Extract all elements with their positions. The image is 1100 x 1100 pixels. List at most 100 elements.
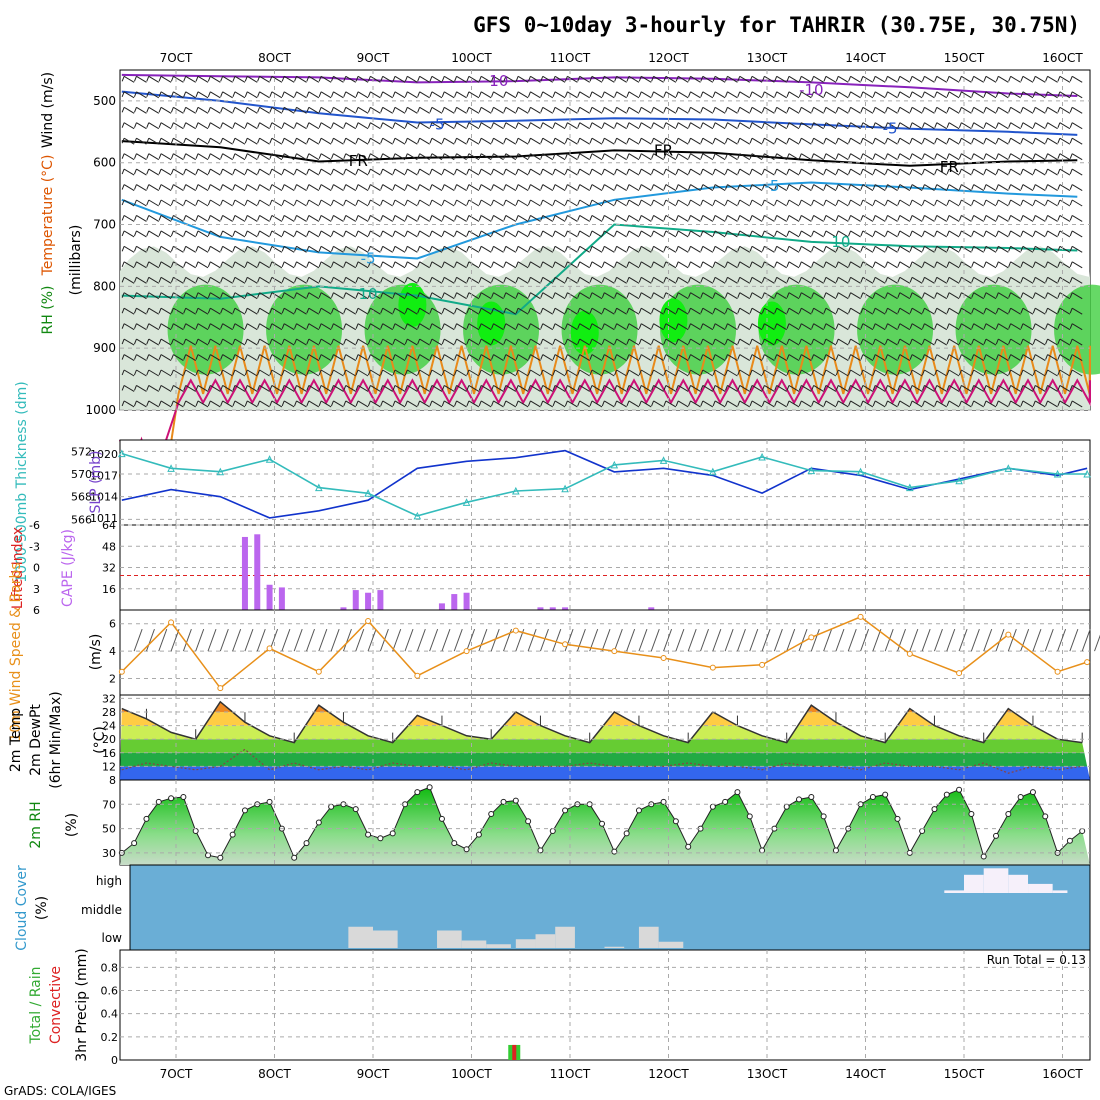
wind-barb xyxy=(601,107,605,113)
wind-barb xyxy=(899,199,911,207)
wind-barb xyxy=(220,261,224,268)
wind-barb xyxy=(874,369,886,377)
wind-barb xyxy=(173,292,184,300)
wind-barb xyxy=(564,107,568,113)
wind-barb xyxy=(170,215,174,221)
wind-barb xyxy=(382,122,393,130)
wind-barb xyxy=(1057,292,1061,298)
wind-barb xyxy=(133,292,137,298)
wind-barb xyxy=(724,292,728,298)
wind-barb xyxy=(690,323,701,331)
wind-barb xyxy=(761,230,765,237)
wind-barb xyxy=(382,168,393,176)
wind-barb xyxy=(269,122,273,128)
wind-barb xyxy=(419,338,430,346)
temp-band xyxy=(120,752,1090,767)
wind-barb xyxy=(259,369,270,377)
wind-barb xyxy=(133,153,137,159)
wind-barb xyxy=(848,369,852,376)
y-tick: 20 xyxy=(102,733,116,746)
wind-barb xyxy=(677,276,689,284)
wind-barb xyxy=(653,230,664,238)
wind-barb xyxy=(714,75,726,83)
wind10m-barb xyxy=(330,628,340,652)
wind-barb xyxy=(700,184,704,190)
wind-barb xyxy=(123,323,135,331)
wind-barb xyxy=(897,292,901,298)
wind-barb xyxy=(564,338,568,345)
wind-barb xyxy=(271,137,283,145)
wind-barb xyxy=(995,369,999,376)
wind-barb xyxy=(823,323,827,329)
wind-barb xyxy=(444,400,455,408)
wind-speed-marker xyxy=(1084,659,1091,666)
wind-barb xyxy=(503,354,507,360)
wind-barb xyxy=(946,168,950,175)
wind-barb xyxy=(394,75,406,83)
wind-barb xyxy=(874,292,886,300)
wind-barb xyxy=(724,107,728,113)
wind-barb xyxy=(271,75,283,83)
wind-barb xyxy=(394,122,406,130)
wind-barb xyxy=(466,215,470,221)
wind-barb xyxy=(675,76,679,82)
wind-barb xyxy=(357,261,369,269)
wind-barb xyxy=(675,277,679,283)
wind-barb xyxy=(589,76,593,82)
wind-barb xyxy=(971,292,975,298)
wind-barb xyxy=(283,400,295,408)
wind-barb xyxy=(872,76,876,82)
wind-barb xyxy=(823,261,827,268)
wind10m-barb xyxy=(613,628,623,652)
wind-barb xyxy=(380,354,384,360)
wind-barb xyxy=(663,354,667,360)
wind-barb xyxy=(183,199,187,206)
wind-barb xyxy=(515,168,519,175)
wind-barb xyxy=(294,277,297,283)
rh2m-marker xyxy=(205,852,212,859)
wind-barb xyxy=(601,400,605,407)
wind-barb xyxy=(257,277,261,283)
wind-barb xyxy=(1008,338,1012,345)
wind-barb xyxy=(220,354,224,360)
wind-barb xyxy=(493,168,504,176)
wind-barb xyxy=(210,153,221,161)
wind-barb xyxy=(207,338,211,345)
wind-barb xyxy=(702,75,714,83)
wind-barb xyxy=(540,153,544,159)
wind-barb xyxy=(577,168,581,175)
wind-barb xyxy=(444,215,455,222)
wind-barb xyxy=(702,199,714,207)
wind-barb xyxy=(885,246,888,252)
wind-barb xyxy=(417,153,421,159)
wind-barb xyxy=(148,292,160,300)
wind-barb xyxy=(148,323,160,331)
wind-barb xyxy=(641,369,652,377)
wind-barb xyxy=(737,369,741,376)
wind-barb xyxy=(320,91,332,99)
wind-barb xyxy=(948,354,960,361)
wind-barb xyxy=(825,385,837,392)
wind-barb xyxy=(478,354,482,360)
wind-barb xyxy=(860,230,864,237)
wind-barb xyxy=(665,230,677,238)
wind-barb xyxy=(404,385,408,391)
wind-barb xyxy=(517,385,529,392)
wind-barb xyxy=(1020,184,1024,190)
precip-conv-bar xyxy=(512,1044,517,1060)
wind-barb xyxy=(862,215,874,222)
wind-barb xyxy=(924,338,935,346)
wind-barb xyxy=(995,168,999,175)
wind-barb xyxy=(158,261,162,268)
wind-barb xyxy=(601,277,605,283)
wind-barb xyxy=(761,385,765,391)
wind-barb xyxy=(786,292,790,298)
wind-barb xyxy=(712,369,716,376)
wind-barb xyxy=(121,323,125,329)
wind-barb xyxy=(491,91,494,98)
y-tick-label: 700 xyxy=(93,218,116,232)
wind-barb xyxy=(761,292,765,298)
rh2m-marker xyxy=(217,854,224,861)
wind-barb xyxy=(764,230,775,238)
wind-barb xyxy=(776,354,787,361)
